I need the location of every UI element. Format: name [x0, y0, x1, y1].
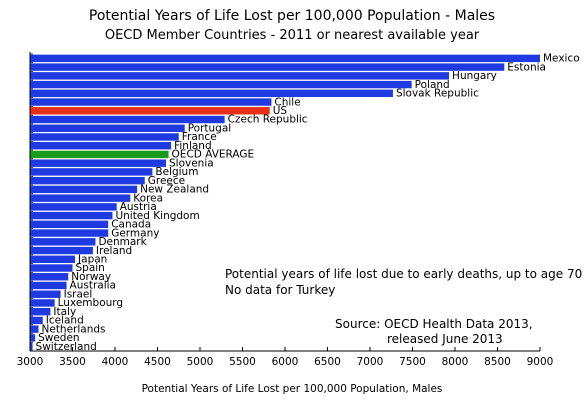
bar-label-czech-republic: Czech Republic [228, 114, 308, 126]
bar-hungary [30, 72, 450, 80]
bar-israel [30, 290, 61, 298]
bar-estonia [30, 63, 505, 71]
bar-canada [30, 220, 109, 229]
bar-label-slovenia: Slovenia [169, 157, 214, 169]
x-tick-label: 6500 [314, 356, 341, 368]
bar-finland [30, 142, 172, 150]
bar-label-israel: Israel [64, 288, 93, 300]
bar-austria [30, 203, 117, 211]
bar-label-japan: Japan [77, 253, 107, 265]
x-tick-label: 3000 [17, 356, 44, 368]
bar-label-new-zealand: New Zealand [140, 184, 209, 196]
bar-label-ireland: Ireland [96, 245, 132, 257]
chart-annotation: Potential years of life lost due to earl… [225, 267, 582, 281]
bar-iceland [30, 316, 43, 325]
bar-label-luxembourg: Luxembourg [58, 297, 123, 309]
x-tick-label: 5500 [229, 356, 256, 368]
bar-label-canada: Canada [111, 219, 151, 231]
x-tick-label: 4500 [144, 356, 171, 368]
bar-label-slovak-republic: Slovak Republic [396, 88, 479, 100]
bar-label-iceland: Iceland [46, 315, 84, 327]
bar-label-portugal: Portugal [188, 122, 232, 134]
bar-label-finland: Finland [174, 140, 212, 152]
bar-label-korea: Korea [133, 192, 163, 204]
bar-label-france: France [182, 131, 217, 143]
bar-poland [30, 80, 412, 89]
bar-italy [30, 307, 51, 316]
x-tick-label: 5000 [187, 356, 214, 368]
bar-label-chile: Chile [274, 96, 300, 108]
bar-oecd-average [30, 150, 169, 159]
x-tick-label: 8000 [442, 356, 469, 368]
bar-slovenia [30, 159, 166, 167]
bar-slovak-republic [30, 89, 393, 98]
bar-norway [30, 273, 69, 281]
chart-subtitle: OECD Member Countries - 2011 or nearest … [104, 28, 480, 43]
bar-label-belgium: Belgium [155, 166, 198, 178]
x-tick-label: 4000 [102, 356, 129, 368]
bar-luxembourg [30, 299, 55, 307]
x-axis-label: Potential Years of Life Lost per 100,000… [141, 383, 443, 395]
bar-switzerland [30, 342, 33, 351]
bar-label-greece: Greece [148, 175, 185, 187]
bar-label-estonia: Estonia [507, 61, 546, 73]
bar-australia [30, 281, 67, 290]
x-tick-label: 8500 [484, 356, 511, 368]
bar-united-kingdom [30, 211, 113, 220]
bar-new-zealand [30, 185, 138, 194]
bar-france [30, 133, 179, 141]
bar-japan [30, 255, 76, 263]
bar-ireland [30, 246, 93, 255]
bar-mexico [30, 54, 540, 63]
bar-label-austria: Austria [120, 201, 157, 213]
bar-germany [30, 229, 109, 237]
bar-label-hungary: Hungary [452, 70, 497, 82]
bar-label-netherlands: Netherlands [42, 323, 106, 335]
bar-belgium [30, 168, 153, 176]
bar-label-oecd-average: OECD AVERAGE [172, 149, 255, 161]
chart-annotation: Source: OECD Health Data 2013, [335, 317, 533, 331]
bar-chile [30, 98, 272, 106]
bar-label-mexico: Mexico [543, 53, 580, 65]
x-tick-label: 7500 [399, 356, 426, 368]
bar-netherlands [30, 325, 39, 333]
x-tick-label: 9000 [527, 356, 554, 368]
bar-label-poland: Poland [415, 79, 450, 91]
bar-portugal [30, 124, 185, 132]
bar-label-australia: Australia [70, 280, 116, 292]
bar-denmark [30, 238, 96, 246]
x-tick-label: 3500 [59, 356, 86, 368]
bar-label-denmark: Denmark [98, 236, 147, 248]
bar-label-sweden: Sweden [38, 332, 80, 344]
x-tick-label: 7000 [357, 356, 384, 368]
bar-label-us: US [273, 105, 288, 117]
bar-label-united-kingdom: United Kingdom [115, 210, 199, 222]
bar-label-germany: Germany [111, 227, 159, 239]
bar-sweden [30, 334, 36, 342]
bar-label-switzerland: Switzerland [36, 341, 97, 353]
chart-title: Potential Years of Life Lost per 100,000… [88, 8, 496, 24]
bar-czech-republic [30, 115, 225, 124]
x-tick-label: 6000 [272, 356, 299, 368]
bar-label-norway: Norway [71, 271, 111, 283]
chart-annotation: No data for Turkey [225, 283, 335, 297]
bar-greece [30, 176, 145, 185]
chart-annotation: released June 2013 [387, 332, 503, 346]
bar-korea [30, 194, 131, 202]
bar-label-spain: Spain [76, 262, 105, 274]
bar-us [30, 107, 270, 115]
bar-spain [30, 264, 73, 272]
bar-label-italy: Italy [53, 306, 76, 318]
